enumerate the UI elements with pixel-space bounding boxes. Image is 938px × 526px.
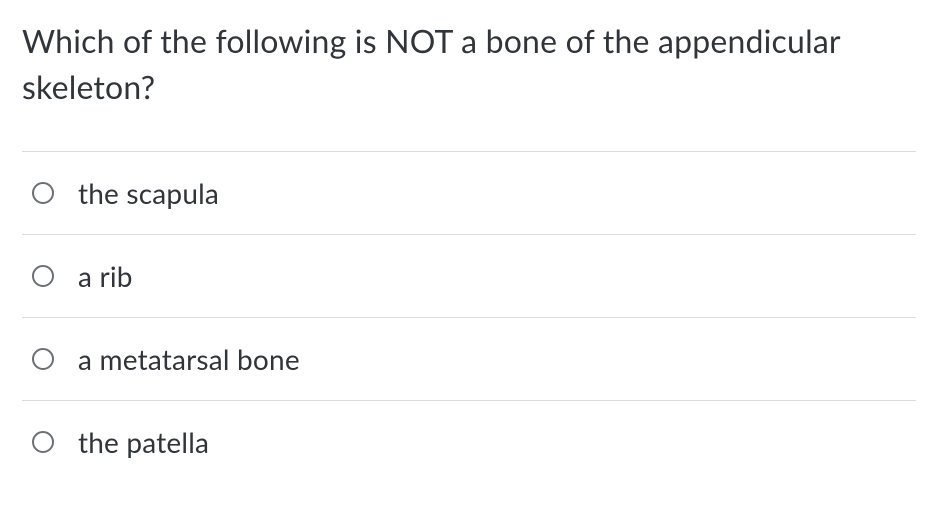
option-label: a rib (78, 259, 133, 293)
option-row[interactable]: the scapula (22, 152, 916, 235)
radio-icon[interactable] (32, 431, 54, 453)
radio-icon[interactable] (32, 348, 54, 370)
option-label: a metatarsal bone (78, 342, 300, 376)
option-row[interactable]: the patella (22, 401, 916, 483)
radio-icon[interactable] (32, 182, 54, 204)
radio-icon[interactable] (32, 265, 54, 287)
option-label: the patella (78, 425, 209, 459)
question-text: Which of the following is NOT a bone of … (22, 18, 916, 111)
option-row[interactable]: a rib (22, 235, 916, 318)
option-label: the scapula (78, 176, 219, 210)
option-row[interactable]: a metatarsal bone (22, 318, 916, 401)
quiz-container: Which of the following is NOT a bone of … (0, 0, 938, 493)
options-list: the scapula a rib a metatarsal bone the … (22, 151, 916, 483)
